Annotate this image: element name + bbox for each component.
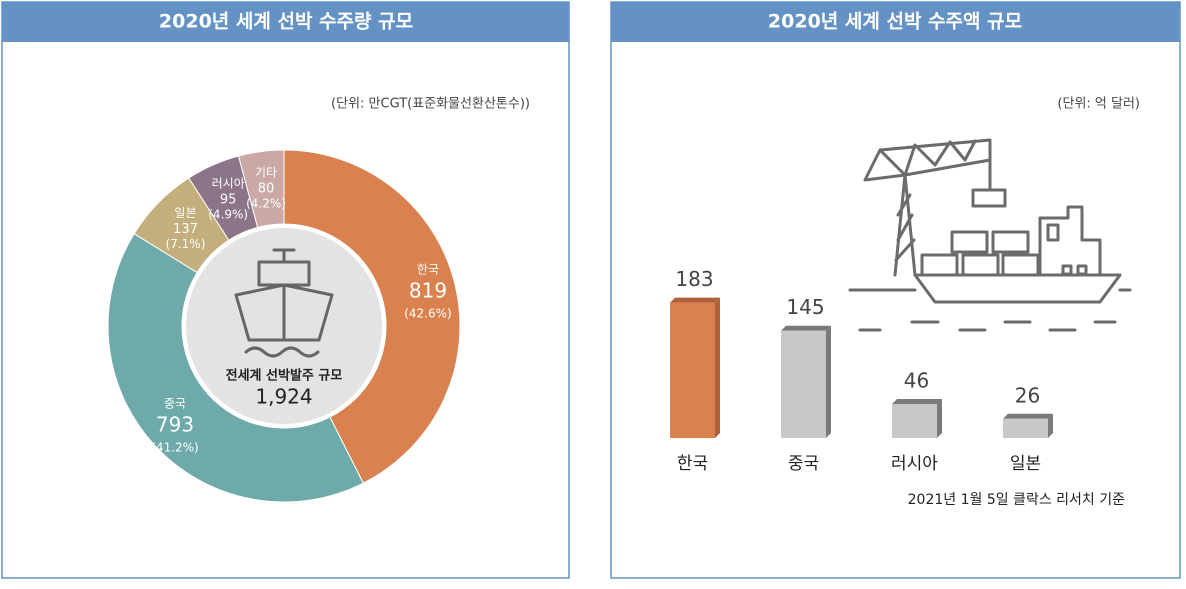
donut-slice <box>237 149 285 229</box>
center-title: 전세계 선박발주 규모 <box>226 368 343 384</box>
x-tick-label: 한국 <box>677 454 708 474</box>
value-label: 46 <box>904 368 929 392</box>
bar-top <box>781 325 831 331</box>
center-total: 1,924 <box>255 385 312 409</box>
bar-side <box>937 398 942 438</box>
panel-header <box>2 2 569 42</box>
bar-top <box>670 297 720 303</box>
donut-slice <box>107 233 364 503</box>
x-tick-label: 러시아 <box>891 454 938 474</box>
x-tick-label: 중국 <box>788 454 819 474</box>
slice-percent: (7.1%) <box>166 237 206 251</box>
bar-side <box>715 297 720 438</box>
slice-category: 한국 <box>417 262 439 276</box>
bar <box>670 302 715 438</box>
donut-slice <box>283 149 461 484</box>
slice-category: 중국 <box>164 397 186 411</box>
value-label: 26 <box>1015 383 1040 407</box>
slice-percent: (4.2%) <box>246 197 286 211</box>
ship-icon-part <box>257 248 311 287</box>
unit-label: (단위: 억 달러) <box>1057 97 1140 112</box>
ship-icon <box>234 248 334 358</box>
ship-illustration <box>848 138 1132 332</box>
ship-icon-part <box>244 346 320 358</box>
slice-percent: (42.6%) <box>404 306 451 320</box>
slice-value: 95 <box>220 192 237 207</box>
slice-value: 819 <box>409 278 447 302</box>
panel-header <box>611 2 1180 42</box>
value-label: 183 <box>675 267 713 291</box>
slice-category: 기타 <box>255 166 277 180</box>
bar <box>892 403 937 438</box>
ship-icon-part <box>234 283 334 342</box>
chart-title: 2020년 세계 선박 수주량 규모 <box>159 11 413 33</box>
slice-value: 80 <box>258 182 275 197</box>
slice-category: 일본 <box>174 206 196 220</box>
slice-category: 러시아 <box>212 176 245 190</box>
slice-percent: (4.9%) <box>208 207 248 221</box>
bar-top <box>1003 413 1053 419</box>
bar <box>781 330 826 438</box>
x-tick-label: 일본 <box>1010 454 1041 474</box>
chart-title: 2020년 세계 선박 수주액 규모 <box>768 11 1022 33</box>
bar-top <box>892 398 942 404</box>
slice-value: 793 <box>156 413 194 437</box>
bar-side <box>826 325 831 438</box>
slice-value: 137 <box>173 222 198 237</box>
bar-side <box>1048 413 1053 438</box>
unit-label: (단위: 만CGT(표준화물선환산톤수)) <box>331 97 530 112</box>
slice-percent: (41.2%) <box>151 441 198 455</box>
note: 2021년 1월 5일 클락스 리서치 기준 <box>908 492 1125 508</box>
bar <box>1003 418 1048 438</box>
value-label: 145 <box>786 295 824 319</box>
